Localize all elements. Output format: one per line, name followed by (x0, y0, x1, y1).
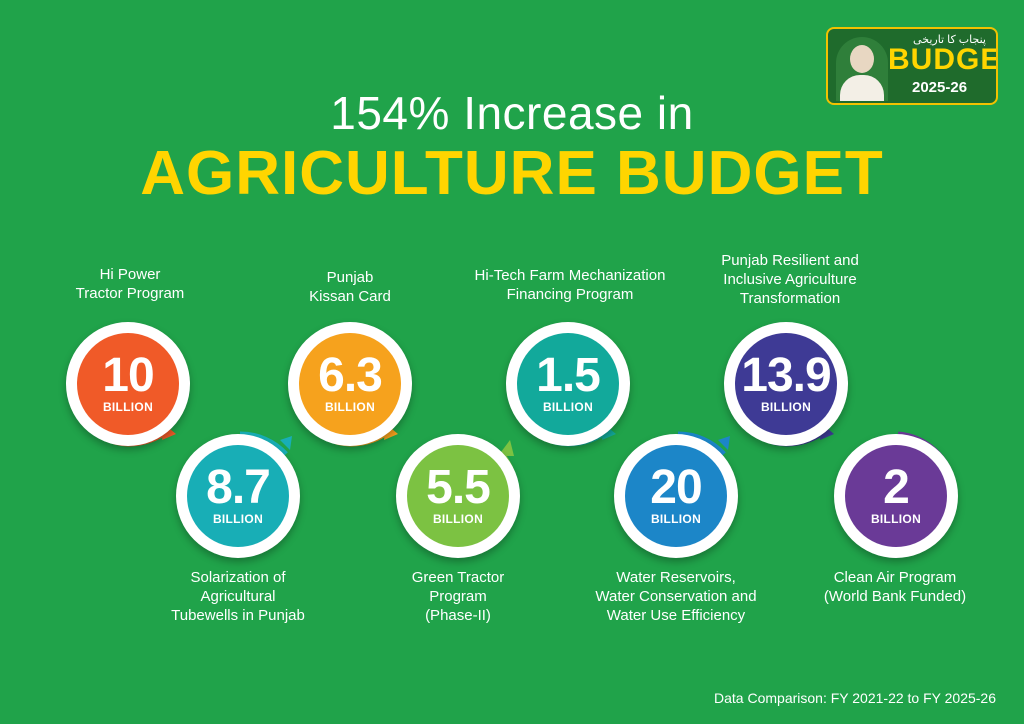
program-circle-clean-air: 2 BILLION (834, 431, 958, 558)
program-circle-resilient-agriculture: 13.9 BILLION (724, 322, 848, 447)
program-value: 1.5 (536, 349, 601, 402)
program-unit: BILLION (870, 512, 922, 526)
data-comparison-note: Data Comparison: FY 2021-22 to FY 2025-2… (714, 690, 996, 706)
program-unit: BILLION (324, 400, 376, 414)
program-label: Hi Power Tractor Program (75, 266, 185, 302)
budget-logo: پنجاب کا تاریخی BUDGET 2025-26 (826, 27, 998, 105)
program-value: 5.5 (426, 461, 491, 514)
program-value: 10 (102, 349, 154, 402)
portrait-image (836, 37, 888, 101)
program-value: 13.9 (741, 349, 831, 402)
program-circle-fill: 13.9 BILLION (735, 333, 837, 435)
program-circle-green-tractor: 5.5 BILLION (396, 434, 520, 558)
program-unit: BILLION (760, 400, 812, 414)
program-value: 8.7 (206, 461, 271, 514)
program-unit: BILLION (650, 512, 702, 526)
logo-urdu-text: پنجاب کا تاریخی (913, 34, 986, 46)
program-circle-tractor: 10 BILLION (66, 322, 190, 447)
program-label: Green Tractor Program (Phase-II) (411, 569, 505, 624)
program-circle-fill: 10 BILLION (77, 333, 179, 435)
program-circle-fill: 2 BILLION (845, 445, 947, 547)
program-circle-fill: 1.5 BILLION (517, 333, 619, 435)
program-unit: BILLION (542, 400, 594, 414)
page-title-line1: 154% Increase in (330, 87, 694, 139)
program-value: 6.3 (318, 349, 383, 402)
program-circle-fill: 6.3 BILLION (299, 333, 401, 435)
program-label: Clean Air Program (World Bank Funded) (823, 569, 967, 605)
program-label: Hi-Tech Farm Mechanization Financing Pro… (474, 267, 666, 303)
program-unit: BILLION (102, 400, 154, 414)
logo-budget-text: BUDGET (888, 43, 996, 76)
program-label: Solarization of Agricultural Tubewells i… (171, 569, 305, 624)
logo-year-text: 2025-26 (912, 79, 968, 96)
program-circle-farm-mechanization: 1.5 BILLION (506, 322, 630, 447)
program-circle-fill: 8.7 BILLION (187, 445, 289, 547)
program-circle-kissan-card: 6.3 BILLION (288, 322, 412, 447)
program-circle-water-reservoirs: 20 BILLION (614, 431, 738, 558)
program-circle-fill: 20 BILLION (625, 445, 727, 547)
program-unit: BILLION (212, 512, 264, 526)
program-label: Punjab Kissan Card (309, 269, 391, 305)
program-circle-solarization: 8.7 BILLION (176, 431, 300, 558)
program-value: 20 (650, 461, 702, 514)
program-label: Punjab Resilient and Inclusive Agricultu… (721, 252, 859, 307)
page-title-line2: AGRICULTURE BUDGET (140, 139, 884, 208)
program-unit: BILLION (432, 512, 484, 526)
program-value: 2 (883, 461, 910, 514)
program-label: Water Reservoirs, Water Conservation and… (595, 569, 757, 624)
program-circle-fill: 5.5 BILLION (407, 445, 509, 547)
